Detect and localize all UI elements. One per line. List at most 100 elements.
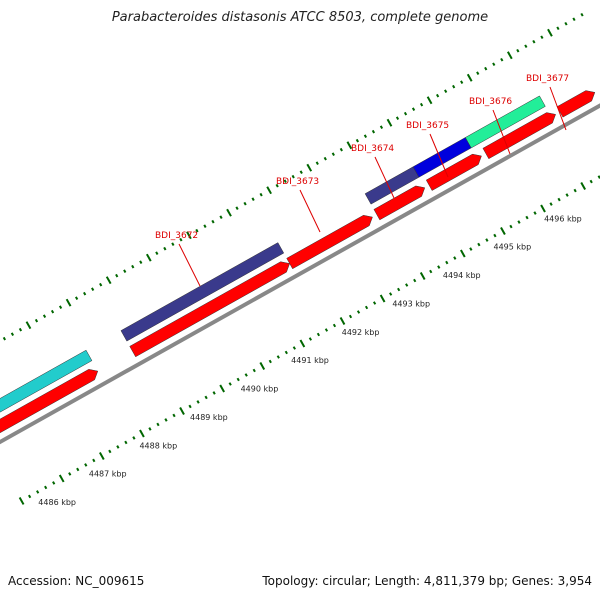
map-title: Parabacteroides distasonis ATCC 8503, co… xyxy=(111,10,489,25)
lower-tick xyxy=(92,458,96,463)
lower-tick xyxy=(397,287,401,292)
lower-tick xyxy=(204,395,208,400)
lower-tick xyxy=(324,328,329,332)
gene-box-mint xyxy=(465,95,546,149)
upper-tick xyxy=(323,156,327,161)
lower-tick xyxy=(172,413,176,418)
upper-tick xyxy=(99,282,103,287)
genome-summary-text: Topology: circular; Length: 4,811,379 bp… xyxy=(262,574,592,588)
kbp-scale: 4486 kbp 4487 kbp 4488 kbp 4489 kbp 4490 kbp… xyxy=(38,214,581,507)
upper-tick xyxy=(476,71,480,76)
upper-tick xyxy=(235,206,239,210)
lower-tick xyxy=(589,179,593,184)
upper-tick xyxy=(203,224,207,228)
accession-text: Accession: NC_009615 xyxy=(8,574,145,588)
upper-tick xyxy=(299,170,303,175)
kbp-label: 4492 kbp xyxy=(342,328,380,337)
lower-tick xyxy=(212,391,216,395)
upper-tick xyxy=(275,183,279,188)
upper-tick xyxy=(34,318,39,323)
gene-arrow-red xyxy=(556,90,596,118)
upper-tick xyxy=(363,134,368,139)
lower-tick xyxy=(493,233,497,238)
upper-tick xyxy=(2,336,7,341)
lower-tick xyxy=(509,224,513,229)
lower-tick xyxy=(557,197,561,202)
upper-tick xyxy=(186,231,192,240)
upper-tick xyxy=(243,201,247,206)
upper-tick xyxy=(484,66,488,71)
kbp-label: 4490 kbp xyxy=(241,385,279,394)
lower-tick xyxy=(356,310,361,314)
upper-tick xyxy=(411,107,416,112)
upper-tick xyxy=(155,251,159,255)
lower-tick xyxy=(500,227,506,236)
upper-tick xyxy=(42,314,47,318)
lower-tick xyxy=(156,422,160,427)
upper-tick xyxy=(50,309,55,314)
upper-tick xyxy=(395,116,400,121)
lower-tick xyxy=(379,294,386,303)
upper-tick xyxy=(386,118,393,127)
lower-tick xyxy=(219,384,225,393)
upper-tick xyxy=(339,147,343,152)
lower-tick xyxy=(332,323,337,328)
upper-tick xyxy=(291,174,295,179)
lower-tick xyxy=(517,220,521,224)
gene-label: BDI_3674 xyxy=(351,144,394,154)
gene-label: BDI_3672 xyxy=(155,231,198,241)
lower-tick xyxy=(259,362,266,370)
lower-tick xyxy=(236,377,240,382)
upper-tick xyxy=(25,321,32,330)
upper-tick xyxy=(115,273,119,278)
gene-arrow-red xyxy=(482,112,556,160)
gene-box-cyan xyxy=(0,349,93,413)
backbone-line xyxy=(0,103,600,445)
upper-tick xyxy=(580,12,584,17)
upper-tick xyxy=(540,35,544,40)
lower-tick xyxy=(339,317,346,325)
upper-tick xyxy=(266,186,272,195)
lower-tick xyxy=(389,292,393,296)
gene-box-navy xyxy=(120,242,285,342)
upper-tick xyxy=(105,276,112,285)
lower-tick xyxy=(437,265,441,269)
upper-tick xyxy=(139,260,143,264)
lower-tick xyxy=(84,463,88,467)
upper-tick xyxy=(145,253,152,262)
upper-tick xyxy=(131,264,135,269)
lower-tick xyxy=(292,346,296,350)
upper-tick xyxy=(346,141,353,150)
lower-tick xyxy=(52,481,56,485)
upper-tick xyxy=(426,96,433,105)
lower-tick xyxy=(188,404,192,409)
lower-tick xyxy=(533,211,537,215)
lower-tick xyxy=(573,188,577,193)
gene-leader-line xyxy=(492,109,511,155)
gene-arrow-red xyxy=(129,261,290,358)
lower-tick xyxy=(244,373,248,377)
upper-tick xyxy=(18,327,23,332)
upper-tick xyxy=(524,44,528,49)
upper-tick xyxy=(419,102,424,107)
upper-tick xyxy=(355,138,359,143)
lower-tick xyxy=(405,283,409,287)
lower-tick xyxy=(228,382,232,386)
gene-arrow-red xyxy=(373,185,426,221)
lower-tick xyxy=(124,440,128,445)
upper-tick xyxy=(315,161,319,166)
upper-tick xyxy=(211,219,215,224)
lower-tick xyxy=(469,247,473,251)
upper-tick xyxy=(219,215,223,219)
lower-tick xyxy=(364,305,369,310)
lower-tick xyxy=(108,449,112,454)
lower-tick xyxy=(372,301,377,305)
lower-tick xyxy=(36,490,40,494)
upper-tick xyxy=(331,152,335,157)
lower-tick xyxy=(565,193,569,197)
upper-tick xyxy=(556,26,560,31)
lower-tick xyxy=(460,249,466,258)
upper-tick xyxy=(371,129,376,134)
lower-tick xyxy=(445,260,449,265)
